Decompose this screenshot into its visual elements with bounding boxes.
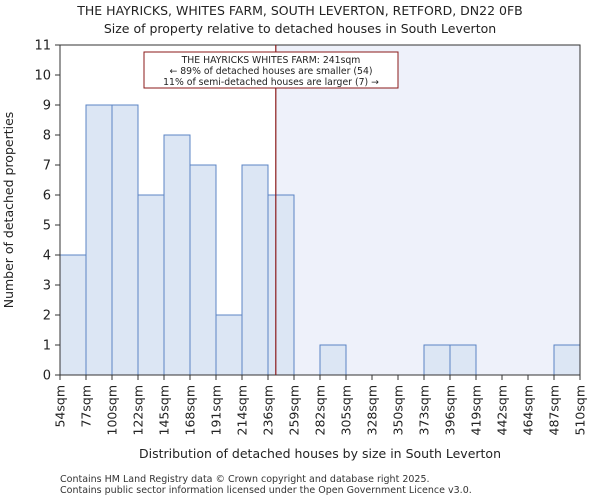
y-tick-label: 5 [43,219,51,234]
y-tick-label: 6 [43,189,51,204]
y-tick-label: 11 [34,39,51,54]
x-tick-label: 259sqm [287,385,302,435]
x-axis-label: Distribution of detached houses by size … [139,446,501,461]
y-tick-label: 8 [43,129,51,144]
x-tick-label: 122sqm [131,385,146,435]
annotation-line-2: ← 89% of detached houses are smaller (54… [170,66,373,77]
chart-subtitle: Size of property relative to detached ho… [103,21,497,36]
footer-licence: Contains public sector information licen… [60,485,472,496]
y-tick-label: 3 [43,279,51,294]
bar [111,104,139,376]
bar [449,344,477,376]
highlight-region [275,45,580,375]
x-tick-label: 442sqm [495,385,510,435]
x-tick-label: 168sqm [183,385,198,435]
y-axis-label: Number of detached properties [1,112,16,309]
x-tick-label: 396sqm [443,385,458,435]
bar [241,164,269,376]
annotation-box [143,51,399,89]
bar [319,344,347,376]
bar [59,254,87,376]
y-tick-label: 0 [43,369,51,384]
bar [85,104,113,376]
bar [137,194,165,376]
x-tick-label: 350sqm [391,385,406,435]
bar [215,314,243,376]
x-tick-label: 464sqm [521,385,536,435]
y-tick-label: 7 [43,159,51,174]
annotation-line-3: 11% of semi-detached houses are larger (… [163,77,379,88]
x-tick-label: 328sqm [365,385,380,435]
x-tick-label: 236sqm [261,385,276,435]
x-tick-label: 100sqm [105,385,120,435]
y-tick-label: 4 [43,249,51,264]
y-tick-label: 2 [43,309,51,324]
x-tick-label: 214sqm [235,385,250,435]
bar [189,164,217,376]
bar [163,134,191,376]
y-tick-label: 1 [43,339,51,354]
footer-copyright: Contains HM Land Registry data © Crown c… [60,474,430,485]
y-tick-label: 10 [34,69,51,84]
x-tick-label: 373sqm [417,385,432,435]
bar [267,194,295,376]
x-tick-label: 419sqm [469,385,484,435]
y-tick-label: 9 [43,99,51,114]
x-tick-label: 282sqm [313,385,328,435]
bar [553,344,581,376]
x-tick-label: 510sqm [573,385,588,435]
x-tick-label: 145sqm [157,385,172,435]
x-tick-label: 305sqm [339,385,354,435]
x-tick-label: 77sqm [79,385,94,428]
x-tick-label: 487sqm [547,385,562,435]
chart-title: THE HAYRICKS, WHITES FARM, SOUTH LEVERTO… [77,3,523,18]
x-tick-label: 54sqm [53,385,68,428]
bar [423,344,451,376]
annotation-line-1: THE HAYRICKS WHITES FARM: 241sqm [181,55,361,66]
x-tick-label: 191sqm [209,385,224,435]
